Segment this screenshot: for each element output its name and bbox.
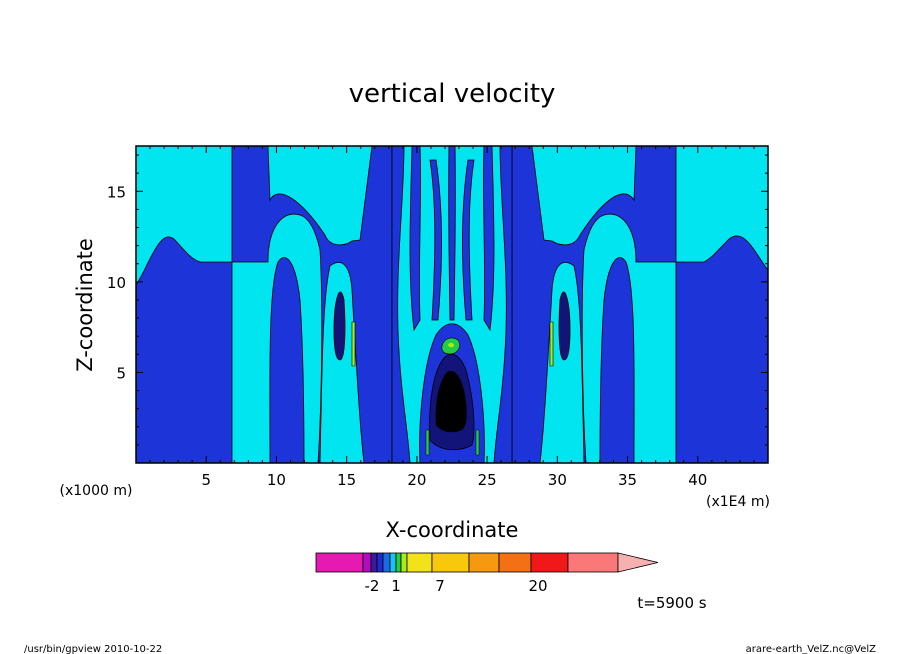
colorbar: -2 1 7 20 xyxy=(315,552,659,595)
contour-region xyxy=(425,429,430,456)
colorbar-extend-arrow xyxy=(617,552,659,573)
contour-region xyxy=(493,145,513,464)
x-axis-label: X-coordinate xyxy=(386,518,519,542)
contour-region xyxy=(461,159,475,321)
contour-region xyxy=(429,159,443,321)
contour-region xyxy=(558,291,571,361)
colorbar-segment xyxy=(376,552,384,573)
axis-ticks: 5 10 15 20 25 30 35 40 5 10 15 xyxy=(107,146,768,489)
colorbar-tick-label: -2 xyxy=(365,577,380,595)
contour-region xyxy=(391,145,411,464)
x-tick-label: 15 xyxy=(337,471,356,489)
colorbar-segment xyxy=(382,552,391,573)
footer-right: arare-earth_VelZ.nc@VelZ xyxy=(746,644,877,654)
y-axis-label: Z-coordinate xyxy=(73,238,97,372)
x-tick-label: 5 xyxy=(201,471,211,489)
time-label: t=5900 s xyxy=(637,594,706,612)
colorbar-segment xyxy=(498,552,532,573)
contour-region xyxy=(549,321,554,367)
x-tick-label: 30 xyxy=(548,471,567,489)
x-tick-label: 35 xyxy=(618,471,637,489)
colorbar-segment xyxy=(530,552,569,573)
contour-region xyxy=(483,145,495,332)
colorbar-tick-label: 1 xyxy=(391,577,401,595)
y-tick-label: 10 xyxy=(107,274,126,292)
colorbar-segment xyxy=(395,552,402,573)
contour-region xyxy=(269,257,305,464)
chart-title: vertical velocity xyxy=(349,79,556,109)
colorbar-segment xyxy=(400,552,408,573)
contour-region xyxy=(539,262,585,464)
contour-region xyxy=(351,321,356,367)
colorbar-segment xyxy=(406,552,433,573)
x-unit-label: (x1E4 m) xyxy=(706,494,770,510)
plot-area: 5 10 15 20 25 30 35 40 5 10 15 xyxy=(107,145,769,489)
colorbar-segment xyxy=(431,552,470,573)
contour-fills xyxy=(135,145,769,464)
contour-region xyxy=(333,291,346,361)
colorbar-tick-label: 20 xyxy=(528,577,547,595)
colorbar-segment xyxy=(567,552,619,573)
x-tick-label: 25 xyxy=(478,471,497,489)
colorbar-segment xyxy=(370,552,378,573)
contour-region xyxy=(475,429,480,456)
colorbar-segment xyxy=(389,552,397,573)
y-unit-label: (x1000 m) xyxy=(60,483,133,499)
plot-frame xyxy=(135,145,769,464)
colorbar-tick-label: 7 xyxy=(435,577,445,595)
footer-left: /usr/bin/gpview 2010-10-22 xyxy=(24,644,162,654)
colorbar-segment xyxy=(315,552,364,573)
colorbar-segment xyxy=(362,552,372,573)
y-tick-label: 5 xyxy=(116,364,126,382)
x-tick-label: 10 xyxy=(267,471,286,489)
contour-region xyxy=(319,262,365,464)
x-tick-label: 20 xyxy=(407,471,426,489)
contour-region xyxy=(448,145,456,321)
contour-region xyxy=(435,370,467,433)
contour-region xyxy=(599,257,635,464)
colorbar-segment xyxy=(468,552,500,573)
contour-region xyxy=(409,145,421,332)
y-tick-label: 15 xyxy=(107,183,126,201)
contour-region xyxy=(448,342,454,348)
x-tick-label: 40 xyxy=(688,471,707,489)
